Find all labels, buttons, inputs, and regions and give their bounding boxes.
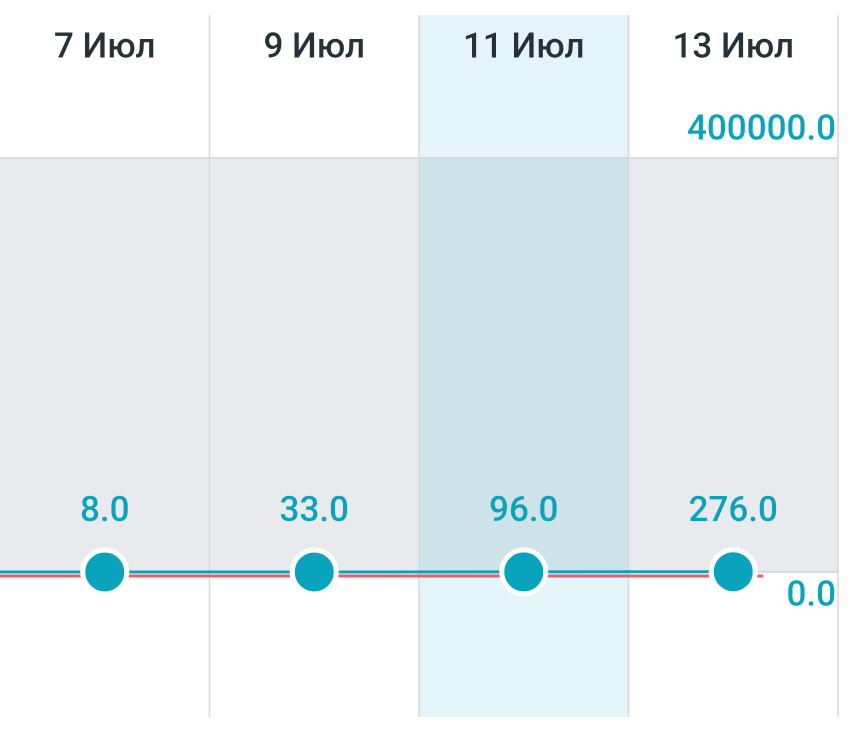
y-tick-label: 400000.0 <box>687 107 836 148</box>
x-tick-label: 11 Июл <box>463 25 584 66</box>
x-tick-label: 13 Июл <box>673 25 794 66</box>
point <box>80 547 130 597</box>
value-label: 96.0 <box>489 489 558 530</box>
value-label: 8.0 <box>80 489 130 530</box>
y-tick-label: 0.0 <box>786 573 836 614</box>
highlight-column <box>419 15 629 717</box>
point <box>708 547 758 597</box>
point <box>499 547 549 597</box>
point <box>289 547 339 597</box>
value-label: 276.0 <box>689 489 778 530</box>
x-tick-label: 9 Июл <box>263 25 365 66</box>
x-tick-label: 7 Июл <box>54 25 156 66</box>
value-label: 33.0 <box>280 489 349 530</box>
